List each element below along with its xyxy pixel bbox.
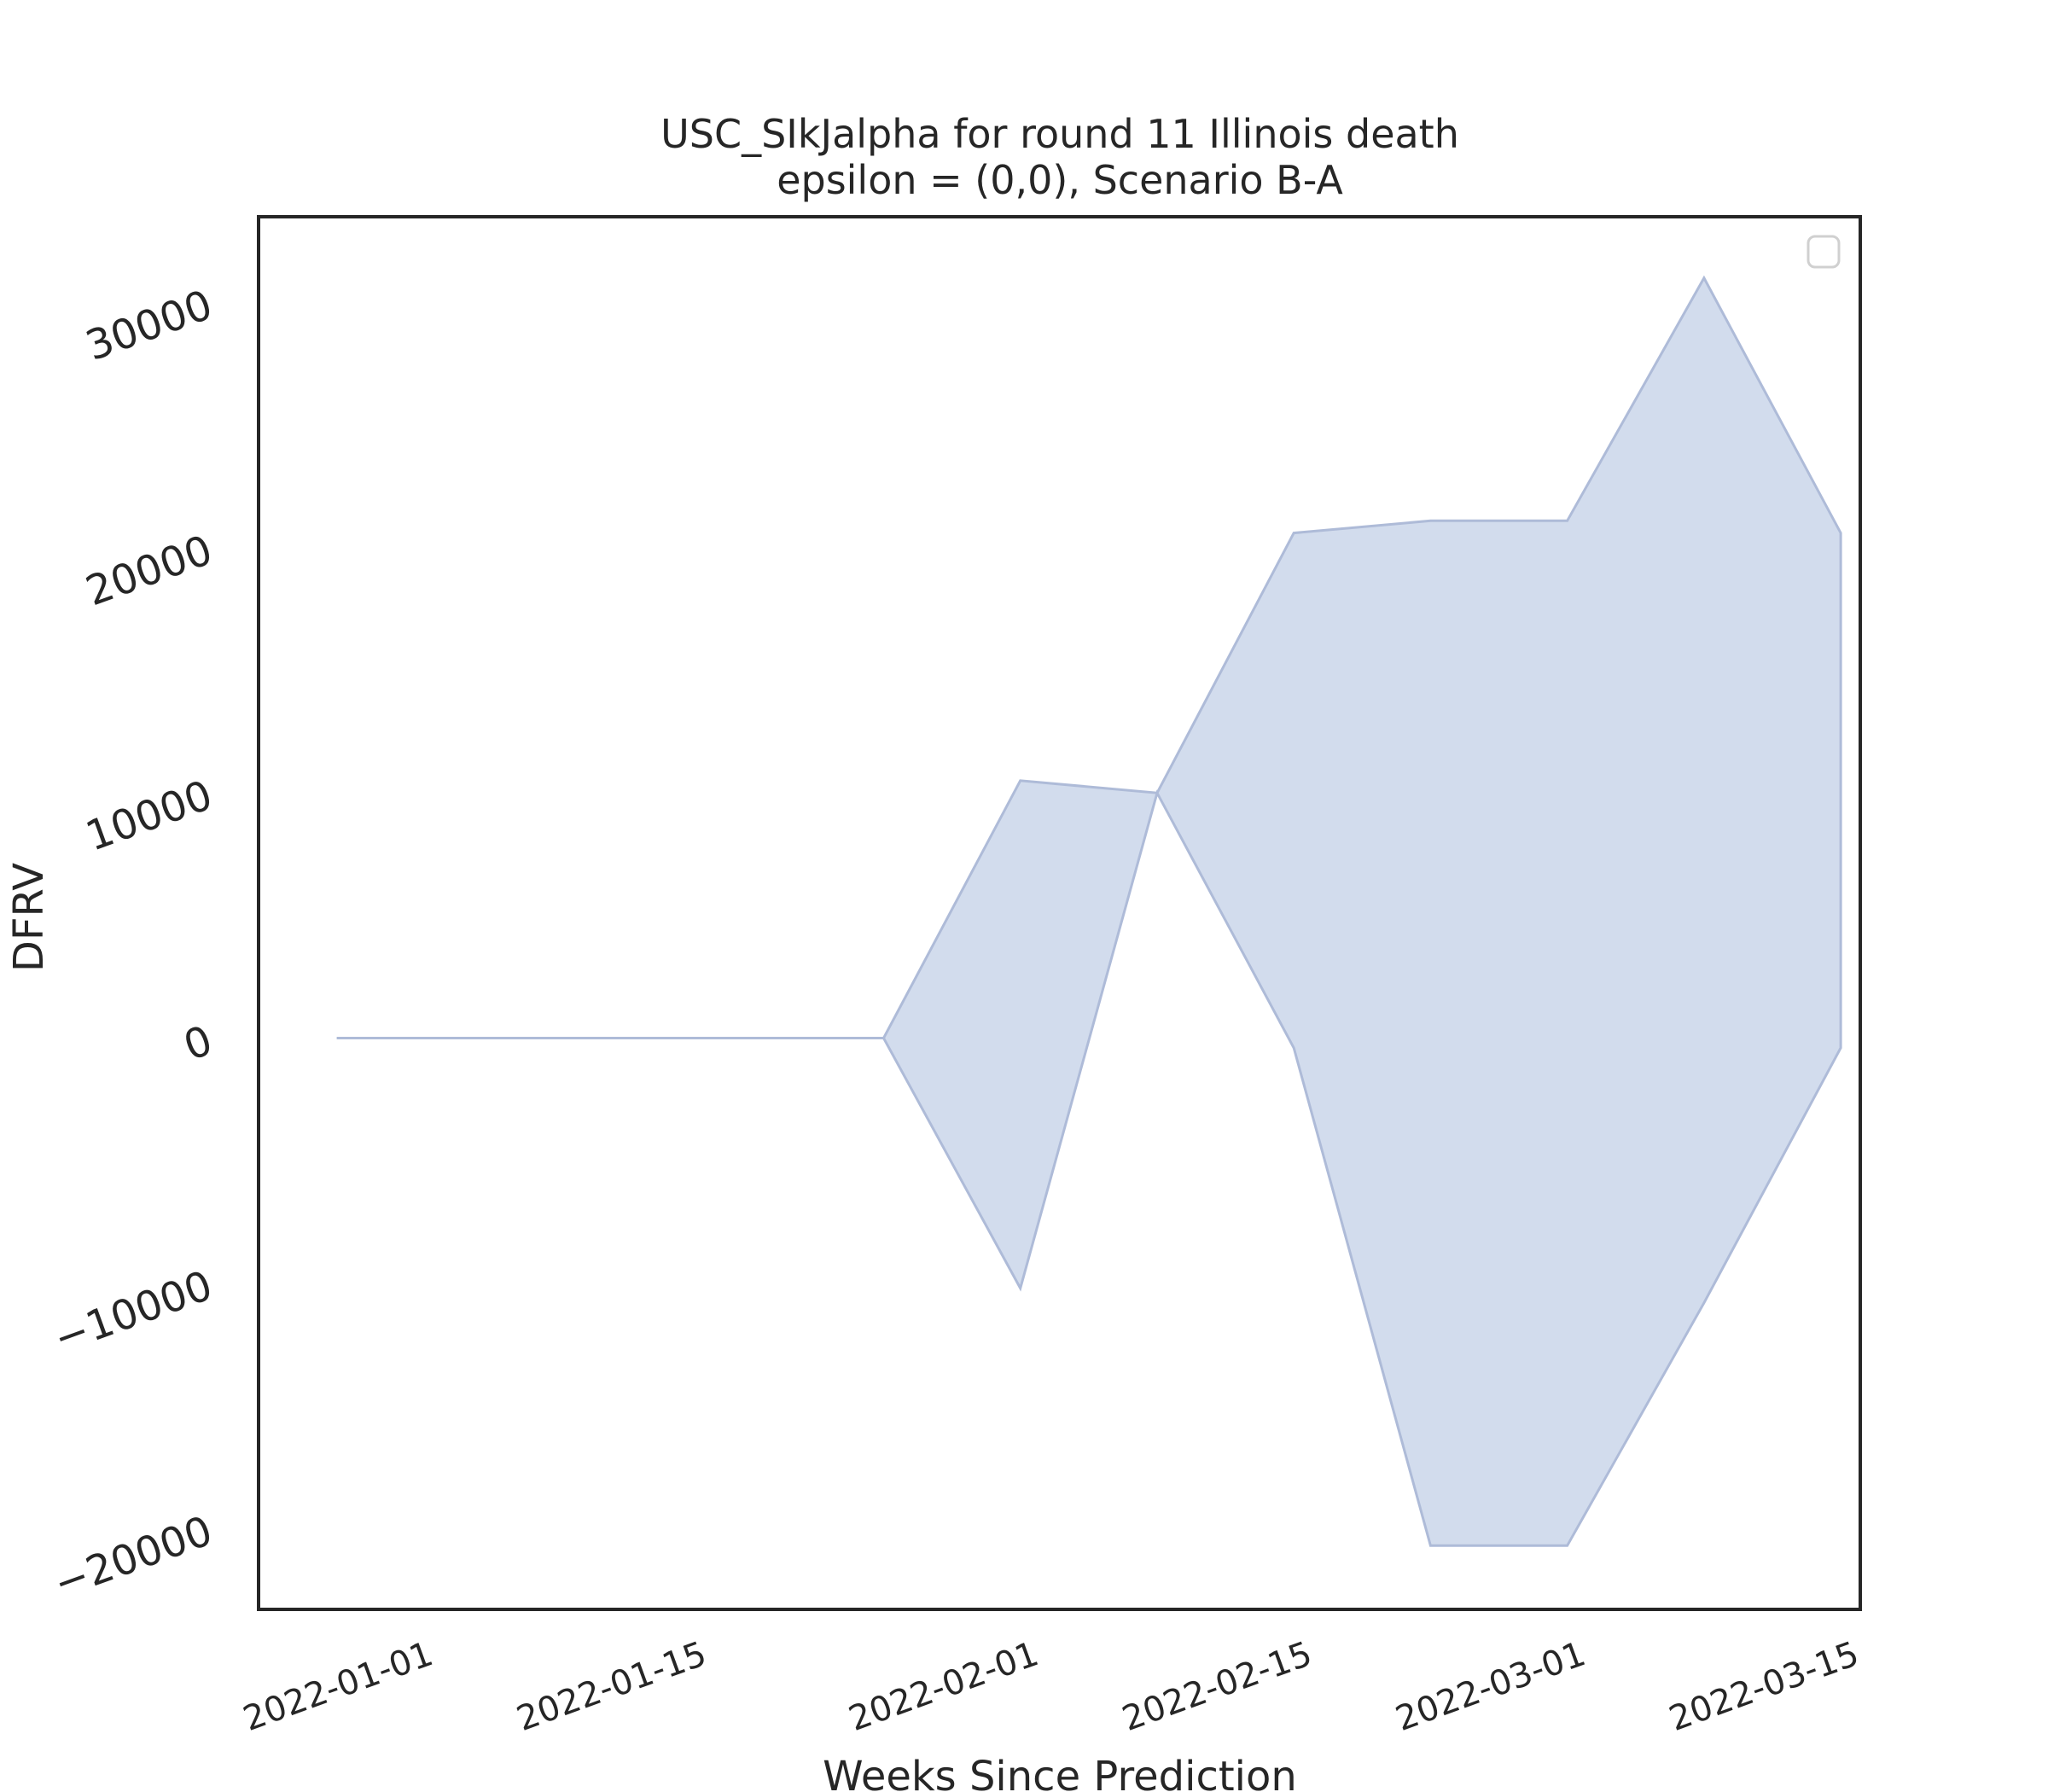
x-axis-label: Weeks Since Prediction bbox=[823, 1753, 1297, 1792]
chart-title-line2: epsilon = (0,0), Scenario B-A bbox=[777, 157, 1343, 203]
plot-frame bbox=[257, 215, 1862, 1611]
chart-title-line1: USC_SIkJalpha for round 11 Illinois deat… bbox=[660, 111, 1459, 157]
x-tick-label: 2022-02-15 bbox=[1117, 1634, 1317, 1739]
y-tick-label: −10000 bbox=[48, 1262, 218, 1364]
x-tick-label: 2022-02-01 bbox=[844, 1634, 1044, 1739]
y-tick-label: 0 bbox=[177, 1016, 218, 1070]
y-tick-labels: −20000 −10000 0 10000 20000 30000 bbox=[48, 281, 218, 1608]
x-tick-label: 2022-03-01 bbox=[1391, 1634, 1591, 1739]
x-tick-label: 2022-03-15 bbox=[1664, 1634, 1864, 1739]
y-tick-label: −20000 bbox=[48, 1507, 218, 1609]
confidence-band-0 bbox=[336, 275, 1842, 1547]
confidence-band-layer bbox=[336, 275, 1842, 1547]
y-tick-label: 20000 bbox=[79, 527, 218, 616]
y-axis-label: DFRV bbox=[5, 863, 53, 972]
y-tick-label: 30000 bbox=[79, 281, 218, 370]
x-tick-label: 2022-01-01 bbox=[238, 1634, 438, 1739]
x-tick-label: 2022-01-15 bbox=[512, 1634, 712, 1739]
legend-box[interactable] bbox=[1807, 235, 1841, 269]
y-tick-label: 10000 bbox=[79, 771, 218, 861]
x-tick-labels: 2022-01-01 2022-01-15 2022-02-01 2022-02-15… bbox=[238, 1634, 1864, 1739]
